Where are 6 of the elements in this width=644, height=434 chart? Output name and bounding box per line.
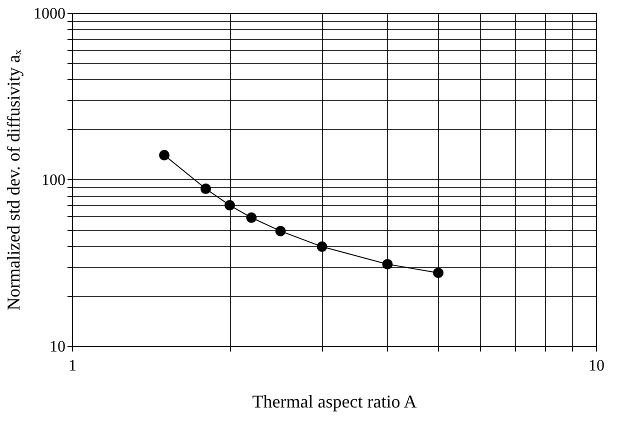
x-axis-title: Thermal aspect ratio A (252, 392, 417, 412)
y-tick-label: 10 (50, 338, 66, 356)
x-tick-label: 1 (68, 358, 76, 374)
y-tick-label: 1000 (34, 6, 66, 22)
y-axis-title: Normalized std dev. of diffusivity aₓ (4, 48, 24, 310)
y-tick-label: 100 (42, 172, 66, 189)
